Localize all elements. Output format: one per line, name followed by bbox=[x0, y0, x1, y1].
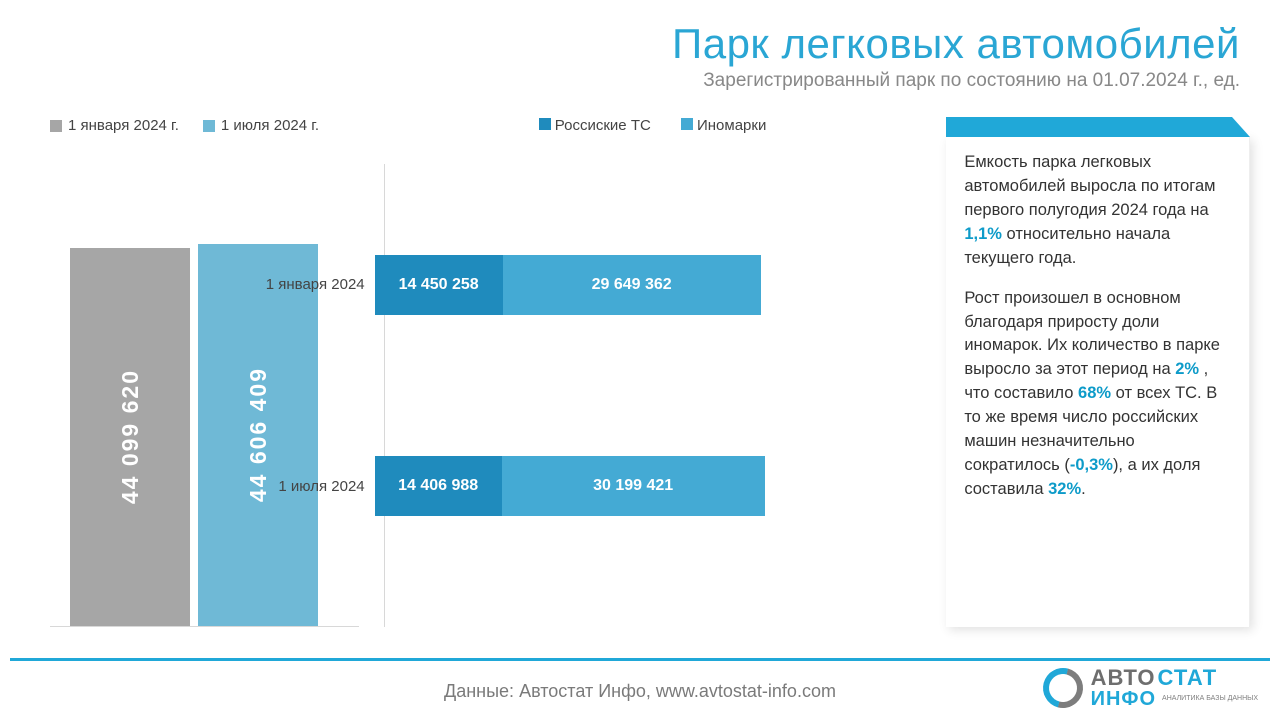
hbar-row-label: 1 января 2024 bbox=[245, 276, 375, 293]
stacked-chart: Россиские ТС Иномарки 1 января 2024 14 4… bbox=[384, 117, 922, 627]
logo-word-stat: СТАТ bbox=[1158, 667, 1218, 689]
legend-label: Иномарки bbox=[697, 117, 766, 134]
vbar-jul: 44 606 409 bbox=[198, 244, 318, 626]
highlight: 1,1% bbox=[964, 225, 1002, 243]
page-title: Парк легковых автомобилей bbox=[0, 20, 1240, 68]
highlight: 32% bbox=[1048, 480, 1081, 498]
hbar-segment-foreign: 30 199 421 bbox=[502, 456, 765, 516]
legend-swatch bbox=[681, 118, 693, 130]
legend-item: 1 июля 2024 г. bbox=[203, 117, 319, 134]
hbar-row-label: 1 июля 2024 bbox=[245, 478, 375, 495]
paragraph: Емкость парка легковых автомобилей вырос… bbox=[964, 151, 1231, 271]
logo: АВТОСТАТ ИНФО АНАЛИТИКА БАЗЫ ДАННЫХ bbox=[1043, 667, 1258, 709]
legend-item: Иномарки bbox=[681, 117, 767, 134]
legend-label: 1 января 2024 г. bbox=[68, 117, 179, 134]
hbar-segment-russian: 14 406 988 bbox=[375, 456, 502, 516]
footer-inner: Данные: Автостат Инфо, www.avtostat-info… bbox=[0, 661, 1280, 721]
highlight: 68% bbox=[1078, 384, 1111, 402]
logo-ring-icon bbox=[1035, 661, 1090, 716]
legend-swatch bbox=[203, 120, 215, 132]
legend-swatch bbox=[50, 120, 62, 132]
paragraph: Рост произошел в основном благодаря прир… bbox=[964, 287, 1231, 502]
hbar-row-jul: 1 июля 2024 14 406 988 30 199 421 bbox=[385, 456, 922, 516]
hbar-segment-russian: 14 450 258 bbox=[375, 255, 503, 315]
logo-word-avto: АВТО bbox=[1091, 667, 1156, 689]
total-chart-legend: 1 января 2024 г. 1 июля 2024 г. bbox=[50, 117, 359, 134]
horizontal-bars: 1 января 2024 14 450 258 29 649 362 1 ию… bbox=[384, 164, 922, 627]
highlight: 2% bbox=[1175, 360, 1199, 378]
hbar-row-jan: 1 января 2024 14 450 258 29 649 362 bbox=[385, 255, 922, 315]
text-box: Емкость парка легковых автомобилей вырос… bbox=[946, 137, 1250, 627]
logo-text: АВТОСТАТ ИНФО АНАЛИТИКА БАЗЫ ДАННЫХ bbox=[1091, 667, 1258, 709]
stacked-chart-legend: Россиские ТС Иномарки bbox=[384, 117, 922, 134]
footer-source: Данные: Автостат Инфо, www.avtostat-info… bbox=[444, 681, 836, 702]
header: Парк легковых автомобилей Зарегистрирова… bbox=[0, 0, 1280, 97]
legend-label: 1 июля 2024 г. bbox=[221, 117, 319, 134]
legend-label: Россиские ТС bbox=[555, 117, 651, 134]
legend-item: Россиские ТС bbox=[539, 117, 651, 134]
hbar-value: 30 199 421 bbox=[593, 477, 673, 495]
hbar-value: 14 406 988 bbox=[398, 477, 478, 495]
legend-swatch bbox=[539, 118, 551, 130]
vertical-bars: 44 099 620 44 606 409 bbox=[50, 174, 359, 627]
hbar-value: 29 649 362 bbox=[592, 276, 672, 294]
highlight: -0,3% bbox=[1070, 456, 1113, 474]
content-area: 1 января 2024 г. 1 июля 2024 г. 44 099 6… bbox=[0, 97, 1280, 627]
total-chart: 1 января 2024 г. 1 июля 2024 г. 44 099 6… bbox=[50, 117, 359, 627]
legend-item: 1 января 2024 г. bbox=[50, 117, 179, 134]
panel-top-strip bbox=[946, 117, 1250, 137]
hbar-value: 14 450 258 bbox=[399, 276, 479, 294]
hbar-stack: 14 406 988 30 199 421 bbox=[375, 456, 765, 516]
hbar-stack: 14 450 258 29 649 362 bbox=[375, 255, 761, 315]
vbar-jan: 44 099 620 bbox=[70, 248, 190, 626]
footer: Данные: Автостат Инфо, www.avtostat-info… bbox=[0, 658, 1280, 728]
logo-subtext: АНАЛИТИКА БАЗЫ ДАННЫХ bbox=[1162, 695, 1258, 703]
logo-word-info: ИНФО bbox=[1091, 689, 1156, 709]
text-panel: Емкость парка легковых автомобилей вырос… bbox=[946, 117, 1250, 627]
page-subtitle: Зарегистрированный парк по состоянию на … bbox=[0, 70, 1240, 92]
vbar-label: 44 099 620 bbox=[117, 369, 144, 504]
hbar-segment-foreign: 29 649 362 bbox=[503, 255, 761, 315]
